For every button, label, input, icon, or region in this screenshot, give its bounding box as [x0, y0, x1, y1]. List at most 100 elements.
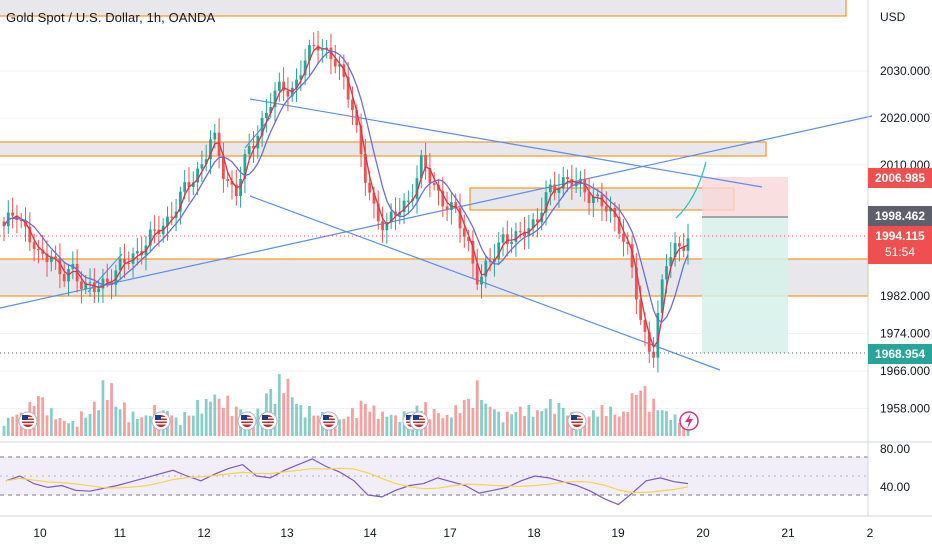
candle-body: [282, 81, 286, 91]
volume-bar: [660, 410, 664, 436]
volume-bar: [312, 415, 316, 436]
candle-body: [437, 185, 440, 191]
volume-bar: [493, 409, 496, 436]
candle-body: [123, 258, 126, 264]
candle-body: [221, 156, 225, 179]
candle-body: [458, 208, 462, 229]
flag-canton: [22, 415, 28, 420]
ma-slow-line: [3, 50, 689, 323]
candle-body: [260, 118, 264, 136]
volume-bar: [669, 419, 673, 436]
event-flags[interactable]: [18, 411, 587, 431]
volume-bar: [346, 416, 350, 436]
candle-body: [579, 178, 582, 182]
volume-bar: [432, 408, 436, 436]
volume-bar: [299, 405, 303, 436]
us-flag-icon[interactable]: [237, 411, 257, 431]
candle-body: [41, 249, 45, 254]
flag-canton: [406, 415, 412, 420]
candle-body: [54, 256, 58, 259]
ascending-trendline: [0, 115, 873, 309]
ma-fast-line: [3, 46, 689, 349]
candle-body: [665, 266, 668, 280]
candle-body: [501, 234, 505, 243]
us-flag-icon[interactable]: [151, 411, 171, 431]
us-flag-icon[interactable]: [567, 411, 587, 431]
volume-bar: [557, 402, 561, 436]
candle-body: [97, 288, 101, 293]
candle-body: [381, 221, 384, 231]
candle-body: [363, 154, 367, 183]
candle-body: [131, 253, 135, 264]
volume-bar: [501, 422, 505, 436]
time-tick-label: 19: [611, 526, 625, 540]
volume-bar: [92, 401, 96, 436]
volume-bar: [256, 408, 260, 436]
time-axis[interactable]: 10 11 12 13 14 17 18 19 20 21 2: [33, 526, 873, 540]
flag-canton: [155, 415, 161, 420]
volume-bar: [449, 417, 453, 436]
candle-body: [45, 253, 49, 262]
volume-bar: [591, 410, 595, 436]
candle-body: [62, 274, 66, 282]
candle-body: [467, 236, 471, 241]
candle-body: [170, 216, 174, 218]
candle-body: [92, 282, 96, 293]
volume-bar: [101, 380, 105, 436]
price-tick-label: 1982.000: [880, 289, 930, 303]
candle-body: [368, 182, 372, 193]
volume-bar: [97, 410, 101, 436]
candle-body: [191, 182, 195, 187]
projection-arc: [675, 161, 707, 219]
candle-body: [49, 256, 53, 262]
zone-upper: [0, 141, 767, 157]
candle-body: [15, 215, 19, 221]
time-tick-label: 20: [696, 526, 710, 540]
candle-body: [561, 177, 565, 189]
candle-body: [497, 242, 501, 259]
candle-body: [441, 190, 445, 207]
candle-body: [135, 251, 139, 254]
candle-body: [548, 184, 552, 193]
candle-body: [557, 188, 561, 193]
volume-bar: [183, 411, 187, 436]
candle-body: [630, 244, 634, 268]
us-flag-icon[interactable]: [409, 411, 429, 431]
candle-body: [617, 217, 621, 234]
entry-price-tag: 1998.462: [868, 206, 932, 226]
volume-bar: [49, 408, 53, 436]
volume-bar: [505, 411, 509, 436]
position-tool[interactable]: [702, 177, 788, 353]
volume-bar: [488, 406, 492, 436]
currency-label[interactable]: USD: [880, 10, 906, 24]
candle-body: [462, 228, 466, 237]
risk-zone: [702, 177, 788, 217]
candle-body: [359, 125, 363, 155]
volume-bar: [148, 415, 152, 436]
volume-bar: [221, 408, 225, 436]
volume-bar: [144, 415, 148, 436]
candle-body: [596, 194, 600, 197]
candle-body: [484, 260, 488, 277]
us-flag-icon[interactable]: [258, 411, 278, 431]
lightning-icon[interactable]: [679, 411, 699, 431]
candle-body: [299, 75, 303, 80]
candle-body: [101, 278, 105, 289]
volume-bar: [234, 406, 238, 436]
candle-body: [178, 191, 182, 212]
flag-stripe: [241, 420, 253, 422]
us-flag-icon[interactable]: [18, 411, 38, 431]
candle-body: [475, 263, 479, 285]
volume-bar: [200, 413, 204, 436]
candle-body: [432, 183, 436, 186]
candle-body: [308, 45, 311, 61]
candle-body: [110, 282, 113, 285]
candle-body: [118, 258, 122, 271]
symbol-title: Gold Spot / U.S. Dollar, 1h, OANDA: [6, 10, 216, 25]
us-flag-icon[interactable]: [319, 411, 339, 431]
volume-bar: [596, 416, 600, 436]
volume-bar: [333, 422, 337, 436]
price-axis[interactable]: 2030.0002020.0002010.0001982.0001974.000…: [880, 64, 930, 416]
candle-body: [626, 241, 630, 245]
